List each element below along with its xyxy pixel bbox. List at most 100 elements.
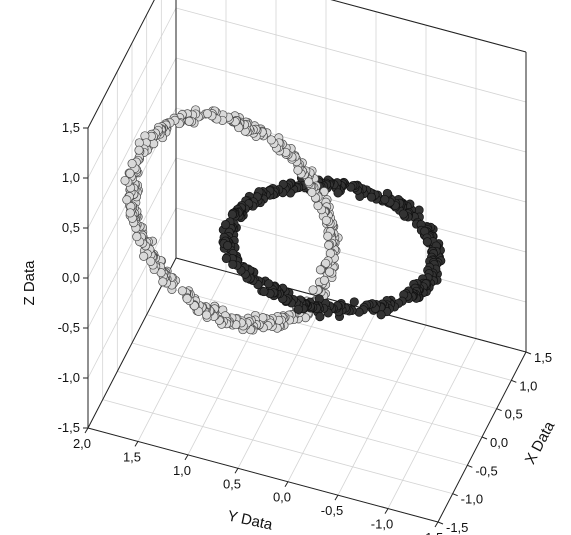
z-tick-label: -1,0 bbox=[58, 370, 80, 385]
x-tick-label: 0,0 bbox=[490, 435, 508, 450]
wall-yz-grid-z bbox=[175, 57, 527, 153]
y-tick-label: -0,5 bbox=[321, 503, 343, 518]
ring-b-point bbox=[398, 209, 408, 219]
ring-b-point bbox=[221, 220, 231, 230]
z-axis-title: Z Data bbox=[21, 260, 38, 306]
y-tick-mark bbox=[434, 521, 439, 528]
top-right-edge bbox=[330, 0, 527, 53]
ring-a-point bbox=[125, 168, 135, 178]
ring-a-point bbox=[146, 256, 156, 266]
ring-a-point bbox=[132, 232, 142, 242]
wall-xz-grid-z bbox=[87, 7, 177, 179]
z-tick-label: -0,5 bbox=[58, 320, 80, 335]
ring-a-point bbox=[304, 177, 314, 187]
x-axis-title: X Data bbox=[522, 418, 559, 467]
floor-left-edge bbox=[87, 257, 177, 429]
y-tick-mark bbox=[284, 481, 289, 487]
ring-b-point bbox=[221, 253, 231, 264]
ring-a-point bbox=[202, 109, 212, 119]
ring-a-point bbox=[321, 258, 331, 268]
x-tick-mark bbox=[525, 351, 532, 355]
floor-grid-x bbox=[146, 314, 497, 410]
ring-a-point bbox=[134, 145, 144, 155]
y-tick-mark bbox=[84, 427, 89, 434]
ring-a-point bbox=[182, 294, 192, 304]
ring-a-point bbox=[177, 286, 187, 296]
ring-a-point bbox=[120, 175, 130, 186]
top-left-edge bbox=[87, 0, 155, 129]
wall-xz-grid-z bbox=[87, 57, 177, 229]
ring-a-point bbox=[325, 267, 335, 277]
x-tick-label: -1,0 bbox=[461, 492, 483, 507]
ring-b-point bbox=[264, 279, 274, 289]
data-points bbox=[120, 105, 446, 335]
ring-a-point bbox=[307, 187, 317, 197]
ring-b-point bbox=[366, 192, 377, 202]
wall-xz-grid-z bbox=[87, 207, 177, 379]
x-tick-mark bbox=[437, 521, 444, 525]
x-tick-label: 0,5 bbox=[505, 407, 523, 422]
y-tick-label: 0,5 bbox=[223, 476, 241, 491]
y-tick-label: 1,5 bbox=[123, 449, 141, 464]
ring-a-point bbox=[202, 310, 212, 320]
z-tick-label: 1,5 bbox=[62, 120, 80, 135]
ring-b-point bbox=[376, 310, 386, 320]
wall-xz-grid-z bbox=[87, 157, 177, 329]
z-tick-label: 1,0 bbox=[62, 170, 80, 185]
ring-a-point bbox=[122, 195, 132, 205]
ring-a-point bbox=[266, 135, 276, 145]
y-tick-label: -1,0 bbox=[371, 517, 393, 532]
grid-layer bbox=[87, 0, 527, 523]
ring-b-point bbox=[380, 194, 390, 205]
floor-grid-x bbox=[117, 370, 468, 466]
ring-a-point bbox=[323, 231, 333, 241]
ring-a-point bbox=[125, 208, 135, 218]
ring-b-point bbox=[315, 312, 325, 322]
x-tick-label: -1,5 bbox=[446, 520, 468, 535]
ring-a-point bbox=[308, 285, 318, 295]
y-tick-mark bbox=[134, 441, 139, 447]
x-tick-label: -0,5 bbox=[475, 463, 497, 478]
y-tick-label: 0,0 bbox=[273, 490, 291, 505]
floor-grid-y bbox=[187, 284, 277, 456]
x-tick-label: 1,5 bbox=[534, 350, 552, 365]
ring-b-point bbox=[293, 304, 303, 314]
ring-a-point bbox=[139, 251, 149, 261]
floor-grid-x bbox=[102, 399, 453, 495]
ring-a-point bbox=[158, 277, 168, 287]
wall-yz-grid-z bbox=[175, 157, 527, 253]
y-tick-label: 1,0 bbox=[173, 463, 191, 478]
floor-grid-y bbox=[337, 324, 427, 496]
ring-a-point bbox=[315, 265, 325, 275]
ring-a-point bbox=[319, 275, 329, 285]
ring-a-point bbox=[127, 159, 137, 169]
wall-yz-grid-z bbox=[330, 0, 527, 53]
z-tick-label: -1,5 bbox=[58, 420, 80, 435]
y-axis-line bbox=[87, 427, 439, 523]
floor-grid-y bbox=[137, 271, 227, 442]
ring-a-point bbox=[324, 240, 334, 250]
y-tick-mark bbox=[234, 468, 239, 474]
z-tick-label: 0,0 bbox=[62, 270, 80, 285]
ring-b-point bbox=[228, 259, 238, 269]
wall-yz-grid-z bbox=[175, 7, 527, 103]
y-axis-title: Y Data bbox=[226, 508, 275, 534]
ring-a-point bbox=[293, 165, 303, 175]
ring-b-point bbox=[422, 237, 432, 247]
y-tick-mark bbox=[384, 508, 389, 514]
x-tick-mark bbox=[467, 464, 473, 468]
z-tick-label: 0,5 bbox=[62, 220, 80, 235]
y-tick-label: -1,5 bbox=[421, 530, 443, 535]
floor-grid-x bbox=[131, 342, 483, 438]
x-tick-label: 1,0 bbox=[519, 378, 537, 393]
x-tick-mark bbox=[496, 408, 502, 412]
ring-a-point bbox=[184, 116, 194, 126]
ring-b-point bbox=[333, 188, 343, 198]
y-tick-label: 2,0 bbox=[73, 436, 91, 451]
x-tick-mark bbox=[452, 493, 458, 497]
floor-grid-x bbox=[161, 285, 512, 381]
y-tick-mark bbox=[334, 494, 339, 501]
floor-grid-y bbox=[237, 298, 327, 469]
x-tick-mark bbox=[481, 436, 488, 440]
